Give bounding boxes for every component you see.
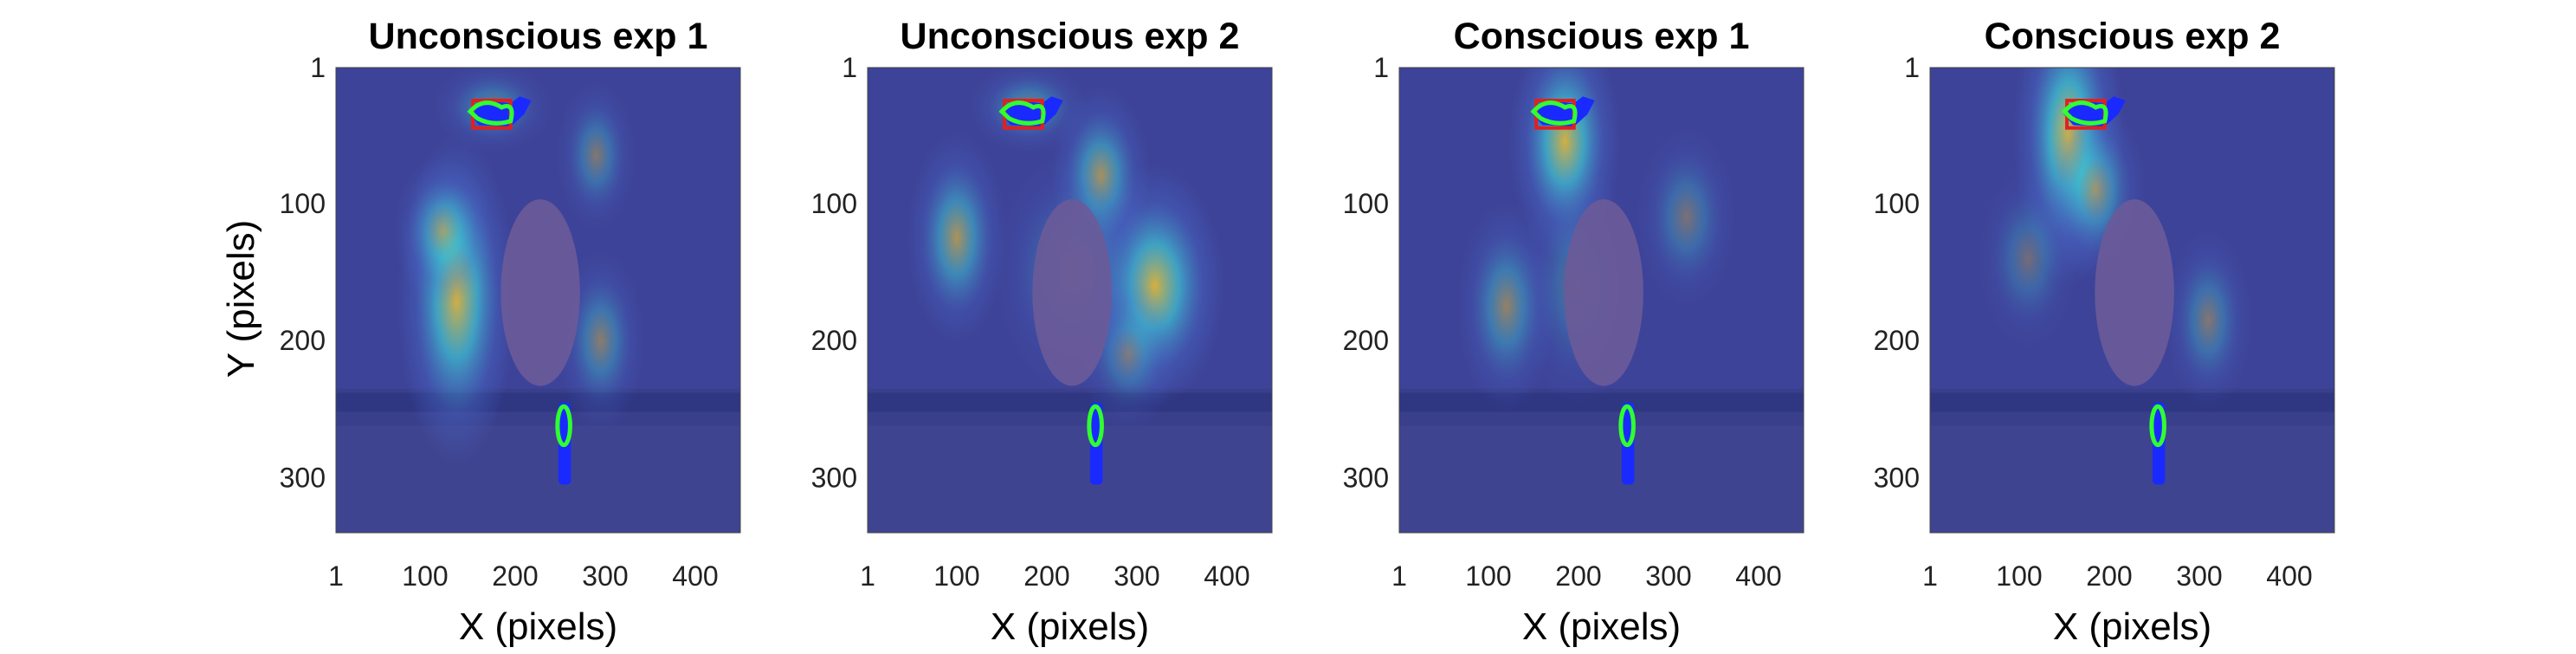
x-tick-label: 400	[1735, 560, 1781, 592]
x-tick-label: 200	[1023, 560, 1069, 592]
y-tick-label: 200	[1343, 325, 1389, 356]
occluder-ellipse	[2095, 199, 2174, 386]
y-tick-label: 300	[1874, 463, 1920, 494]
y-tick-label: 300	[1343, 463, 1389, 494]
y-tick-label: 1	[1904, 52, 1920, 83]
x-tick-label: 300	[1645, 560, 1691, 592]
heat-hotspot	[1979, 167, 2078, 349]
roi-person-green	[555, 404, 572, 448]
y-tick-label: 100	[811, 188, 857, 219]
y-tick-label: 1	[310, 52, 326, 83]
plot-frame	[335, 67, 741, 534]
panel-title: Conscious exp 2	[1985, 16, 2281, 57]
x-tick-label: 100	[402, 560, 448, 592]
roi-top-green	[1530, 100, 1578, 126]
panel-title: Unconscious exp 2	[901, 16, 1240, 57]
heat-hotspot	[556, 80, 636, 231]
x-axis-label: X (pixels)	[991, 605, 1149, 648]
heat-hotspot	[907, 132, 1007, 344]
occluder-ellipse	[1032, 199, 1112, 386]
y-tick-label: 100	[1343, 188, 1389, 219]
roi-person-green	[2149, 404, 2166, 448]
panel-3: Conscious exp 1 1 100 200 300 400 1 100 200 300 X …	[1343, 16, 1804, 648]
roi-person-green	[1618, 404, 1636, 448]
y-tick-label: 100	[280, 188, 326, 219]
plot-frame	[1398, 67, 1804, 534]
panel-1: Unconscious exp 1 1 100 200 300 400 1 100 200 300…	[280, 16, 741, 648]
plot-frame	[1929, 67, 2335, 534]
x-tick-label: 100	[1996, 560, 2042, 592]
y-tick-label: 300	[811, 463, 857, 494]
y-tick-label: 1	[842, 52, 857, 83]
y-axis-label: Y (pixels)	[220, 220, 262, 379]
roi-top-green	[2061, 100, 2108, 126]
plot-frame	[867, 67, 1273, 534]
y-tick-label: 200	[811, 325, 857, 356]
x-tick-label: 200	[492, 560, 538, 592]
heat-hotspot	[393, 155, 493, 307]
x-tick-label: 400	[2266, 560, 2312, 592]
x-tick-label: 400	[1204, 560, 1249, 592]
x-tick-label: 300	[1114, 560, 1159, 592]
x-axis-label: X (pixels)	[459, 605, 617, 648]
x-tick-label: 1	[860, 560, 875, 592]
panel-title: Unconscious exp 1	[369, 16, 708, 57]
x-axis-label: X (pixels)	[1522, 605, 1681, 648]
panel-4: Conscious exp 2 1 100 200 300 400 1 100 200 300 X …	[1874, 16, 2335, 648]
roi-top-green	[467, 100, 514, 126]
roi-person-green	[1087, 404, 1104, 448]
occluder-ellipse	[500, 199, 580, 386]
x-tick-label: 200	[1555, 560, 1601, 592]
heat-hotspot	[1637, 126, 1736, 308]
x-tick-label: 300	[2176, 560, 2222, 592]
x-tick-label: 400	[672, 560, 718, 592]
y-tick-label: 300	[280, 463, 326, 494]
x-tick-label: 1	[1922, 560, 1938, 592]
panel-2: Unconscious exp 2 1 100 200 300 400 1 100 200 300…	[811, 16, 1273, 648]
y-tick-label: 200	[280, 325, 326, 356]
panel-title: Conscious exp 1	[1454, 16, 1750, 57]
roi-top-green	[998, 100, 1046, 126]
x-tick-label: 1	[328, 560, 344, 592]
x-tick-label: 300	[582, 560, 628, 592]
y-tick-label: 200	[1874, 325, 1920, 356]
y-tick-label: 1	[1373, 52, 1389, 83]
x-tick-label: 100	[933, 560, 979, 592]
x-tick-label: 200	[2086, 560, 2132, 592]
x-tick-label: 1	[1391, 560, 1407, 592]
x-axis-label: X (pixels)	[2053, 605, 2211, 648]
x-tick-label: 100	[1465, 560, 1511, 592]
occluder-ellipse	[1564, 199, 1643, 386]
heat-hotspot	[2165, 229, 2252, 411]
y-tick-label: 100	[1874, 188, 1920, 219]
